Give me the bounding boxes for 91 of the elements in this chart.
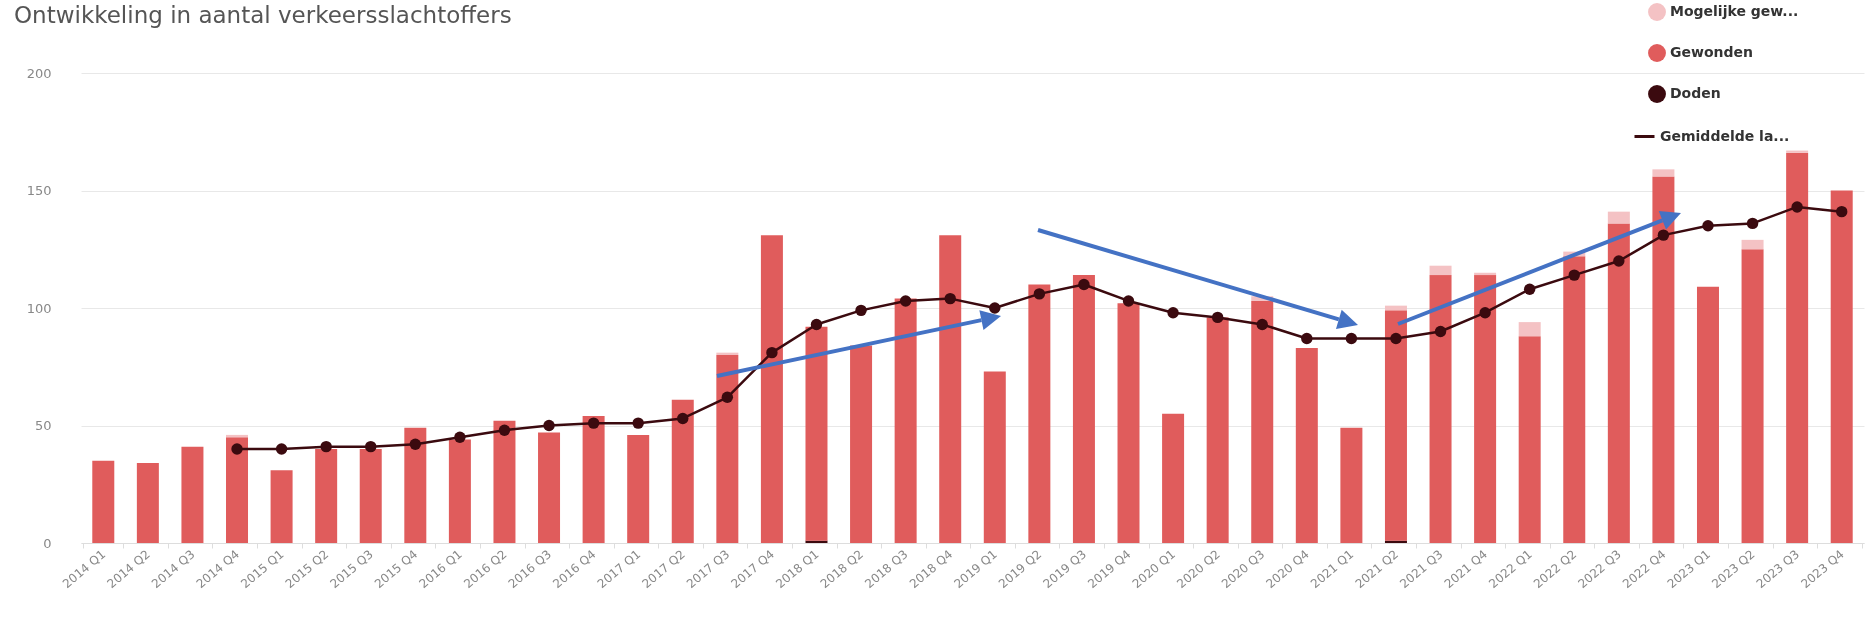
- point: [1078, 278, 1090, 291]
- bar: [1830, 190, 1853, 543]
- point: [1702, 220, 1714, 232]
- chart-title: Ontwikkeling in aantal verkeersslachtoffers: [14, 1, 512, 30]
- point: [1523, 283, 1536, 295]
- bar: [582, 416, 605, 543]
- point: [1568, 269, 1580, 281]
- point: [587, 417, 600, 429]
- y-tick-label: 50: [34, 418, 52, 433]
- y-tick-label: 150: [26, 183, 52, 198]
- bar: [627, 434, 650, 543]
- bar: [760, 235, 783, 543]
- point: [766, 346, 778, 359]
- bar: [805, 326, 828, 541]
- point: [632, 417, 644, 429]
- bar: [983, 371, 1006, 543]
- legend-label: Mogelijke gew...: [1670, 3, 1799, 19]
- legend-label: Gewonden: [1670, 44, 1753, 60]
- point: [1479, 307, 1491, 319]
- bar: [1340, 427, 1363, 543]
- point: [721, 391, 734, 403]
- bar: [1206, 317, 1229, 543]
- point: [1301, 332, 1313, 345]
- point: [454, 431, 466, 443]
- bar: [404, 427, 427, 543]
- point: [1390, 332, 1402, 345]
- legend-label: Gemiddelde la...: [1660, 127, 1790, 144]
- bar: [538, 432, 561, 543]
- bar: [92, 460, 115, 543]
- point: [1613, 255, 1625, 267]
- point: [320, 440, 332, 453]
- point: [1033, 288, 1046, 300]
- point: [1791, 201, 1803, 213]
- point: [1657, 229, 1670, 241]
- point: [498, 424, 511, 436]
- bar: [939, 235, 962, 543]
- point: [677, 412, 689, 425]
- point: [944, 292, 956, 305]
- bar: [1563, 256, 1586, 543]
- point: [1434, 325, 1447, 338]
- point: [1167, 307, 1179, 319]
- bar: [270, 470, 293, 543]
- y-tick-label: 100: [26, 300, 52, 316]
- bar: [1429, 265, 1452, 276]
- bar: [1518, 336, 1541, 543]
- bar: [671, 399, 694, 543]
- bar: [1251, 300, 1274, 543]
- bar: [894, 298, 917, 543]
- point: [899, 295, 912, 307]
- point: [1746, 217, 1759, 230]
- bar: [1295, 347, 1318, 543]
- bar: [1384, 310, 1407, 541]
- bar: [315, 449, 338, 543]
- y-tick-label: 200: [26, 65, 52, 81]
- bar: [226, 437, 249, 543]
- point: [1836, 205, 1848, 218]
- point: [543, 419, 555, 432]
- bar: [1607, 211, 1630, 224]
- bar: [448, 439, 471, 543]
- bar: [359, 449, 382, 543]
- point: [1122, 295, 1135, 307]
- point: [1211, 311, 1224, 324]
- bar: [1429, 275, 1452, 543]
- bar: [1696, 286, 1719, 543]
- bar: [1518, 322, 1541, 337]
- bar: [1474, 275, 1497, 543]
- y-tick-label: 0: [43, 535, 52, 551]
- point: [365, 440, 377, 453]
- bar: [181, 446, 204, 543]
- bar: [1607, 223, 1630, 543]
- bar: [1028, 284, 1051, 543]
- point: [855, 304, 867, 317]
- point: [989, 302, 1001, 314]
- bar: [1162, 413, 1185, 543]
- bar: [1117, 303, 1140, 543]
- bar: [493, 420, 516, 543]
- legend-label: Doden: [1670, 85, 1721, 101]
- point: [1256, 318, 1268, 331]
- point: [1345, 332, 1358, 345]
- bar: [1741, 239, 1764, 250]
- point: [231, 443, 243, 455]
- point: [810, 318, 823, 331]
- bar: [850, 345, 873, 543]
- bar: [1741, 249, 1764, 543]
- point: [275, 443, 288, 455]
- bar: [1786, 152, 1809, 543]
- bar: [1072, 275, 1095, 543]
- bar: [1652, 169, 1675, 177]
- bar: [716, 355, 739, 543]
- bar: [136, 463, 159, 543]
- point: [409, 438, 422, 450]
